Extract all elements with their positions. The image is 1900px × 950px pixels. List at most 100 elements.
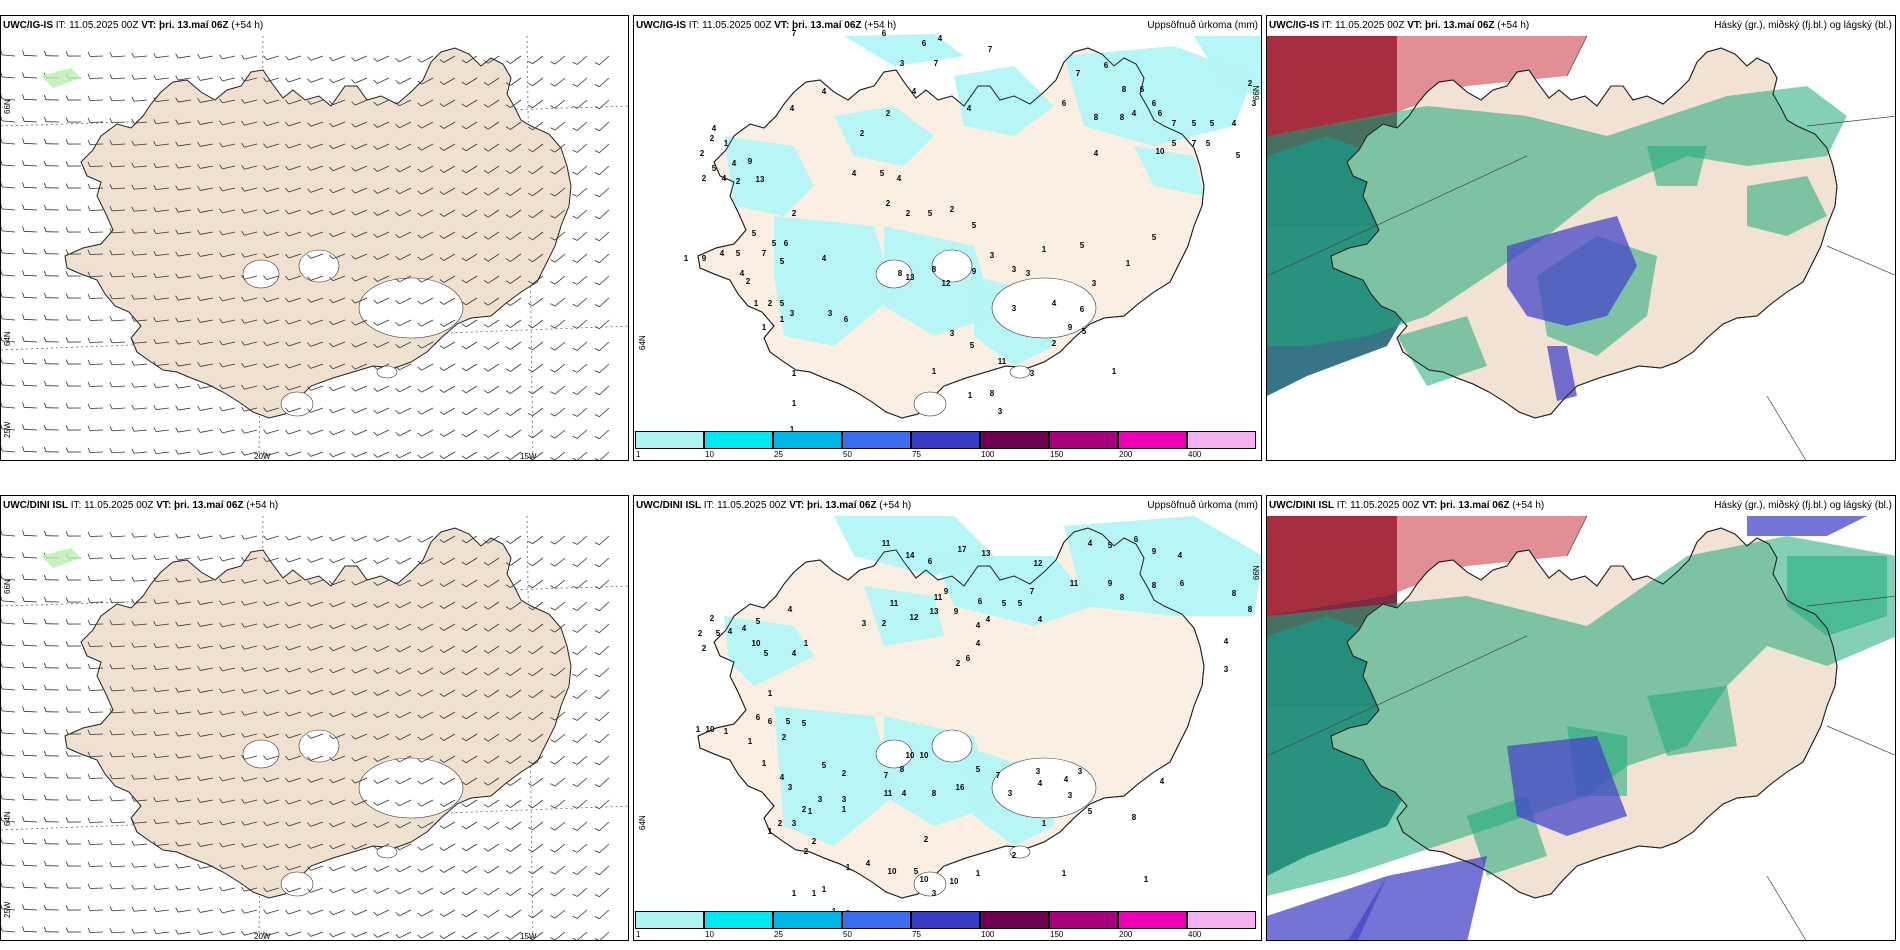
precip-value-label: 5 (1172, 139, 1177, 148)
colorbar-swatch (635, 431, 704, 449)
wind-barb (197, 317, 214, 323)
dini-precip-panel: 11 14 6 17 13 12 4 5 6 9 4 8 6 8 8 4 3 8 9 11 7 5 5 4 4 9 11 11 12 13… (633, 495, 1262, 941)
glacier-outline (298, 249, 340, 283)
precip-value-label: 5 (972, 221, 977, 230)
wind-barb (572, 231, 588, 241)
wind-barb (219, 622, 236, 628)
wind-barb (197, 97, 214, 103)
wind-barb (175, 317, 192, 323)
precip-value-label: 5 (1192, 119, 1197, 128)
wind-barb (263, 601, 280, 606)
wind-barb (197, 295, 214, 301)
wind-barb (22, 772, 38, 779)
wind-barb (461, 385, 478, 394)
glacier-outline (1009, 845, 1031, 859)
wind-barb (109, 404, 126, 410)
wind-barb (373, 275, 390, 282)
wind-barb (373, 865, 390, 872)
precip-value-label: 8 (932, 789, 937, 798)
wind-barb (351, 931, 368, 938)
wind-barb (594, 77, 610, 88)
glacier-outline (1009, 365, 1031, 379)
wind-barb (329, 121, 346, 128)
wind-barb (131, 664, 148, 670)
wind-barb (307, 909, 324, 915)
wind-barb (43, 50, 60, 57)
wind-barb (197, 449, 214, 455)
boundary-line (1826, 725, 1895, 756)
wind-barb (550, 143, 566, 153)
wind-barb (65, 531, 82, 537)
precip-value-label: 4 (938, 34, 943, 43)
wind-barb (22, 838, 38, 845)
boundary-line (1267, 155, 1528, 277)
wind-barb (197, 665, 214, 671)
wind-barb (461, 407, 478, 416)
wind-barb (43, 794, 60, 801)
lead-time: (+54 h) (1497, 20, 1530, 31)
wind-barb (1, 749, 16, 757)
wind-barb (483, 667, 500, 676)
wind-barb (1, 203, 16, 211)
wind-barb (483, 799, 500, 808)
wind-barb (219, 142, 236, 148)
glacier-outline (931, 729, 973, 763)
wind-barb (197, 207, 214, 213)
wind-barb (131, 818, 148, 824)
lon-label-15: 15W (520, 452, 537, 461)
wind-barb (594, 557, 610, 568)
wind-barb (506, 143, 522, 152)
precip-value-label: 1 (792, 889, 797, 898)
wind-barb (65, 663, 82, 669)
wind-barb (439, 385, 456, 393)
wind-barb (528, 429, 544, 439)
wind-barb (263, 733, 280, 738)
wind-barb (43, 336, 60, 343)
wind-barb (241, 578, 258, 584)
wind-barb (175, 599, 192, 605)
wind-barb (263, 385, 280, 390)
wind-barb (594, 821, 610, 832)
colorbar-swatch (911, 911, 980, 929)
wind-barb (550, 209, 566, 219)
precip-value-label: 6 (756, 713, 761, 722)
wind-barb (131, 404, 148, 410)
wind-barb (594, 143, 610, 154)
wind-barb (153, 687, 170, 693)
wind-barb (197, 599, 214, 605)
valid-time: þri. 13.maí 06Z (1425, 20, 1495, 31)
wind-barb (65, 751, 82, 757)
wind-barb (22, 552, 38, 559)
wind-barb (1, 115, 16, 123)
wind-barb (439, 407, 456, 415)
wind-barb (395, 909, 412, 917)
wind-barb (550, 931, 566, 940)
wind-barb (395, 689, 412, 697)
wind-barb (439, 865, 456, 873)
wind-barb (197, 775, 214, 781)
wind-barb (109, 338, 126, 344)
wind-barb (461, 623, 478, 632)
wind-barb (307, 319, 324, 325)
wind-barb (197, 841, 214, 847)
wind-barb (506, 77, 522, 86)
wind-barb (131, 338, 148, 344)
wind-barb (22, 204, 38, 211)
wind-barb (373, 429, 390, 436)
model-name: UWC/IG-IS (636, 20, 686, 31)
wind-barb (285, 601, 302, 607)
wind-barb (373, 319, 390, 326)
wind-barb (329, 733, 346, 740)
wind-barb (351, 755, 368, 762)
precip-value-label: 5 (1018, 599, 1023, 608)
wind-barb (528, 319, 544, 329)
wind-barb (109, 316, 126, 322)
wind-barb (351, 535, 368, 542)
wind-barb (351, 711, 368, 718)
wind-barb (285, 645, 302, 651)
precip-colorbar (635, 431, 1256, 449)
wind-barb (395, 55, 412, 63)
wind-barb (373, 821, 390, 828)
wind-barb (329, 77, 346, 84)
wind-barb (1, 595, 16, 603)
